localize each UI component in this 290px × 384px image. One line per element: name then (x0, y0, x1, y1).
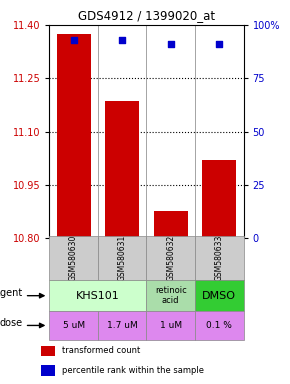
Text: GSM580632: GSM580632 (166, 235, 175, 281)
Bar (41, 365, 55, 376)
Text: DMSO: DMSO (202, 291, 236, 301)
Text: GSM580630: GSM580630 (69, 235, 78, 281)
Text: transformed count: transformed count (61, 346, 140, 356)
Text: percentile rank within the sample: percentile rank within the sample (61, 366, 204, 375)
Bar (41, 346, 55, 356)
Text: retinoic
acid: retinoic acid (155, 286, 186, 305)
Text: agent: agent (0, 288, 22, 298)
Point (120, 37, 124, 43)
Text: GSM580631: GSM580631 (118, 235, 127, 281)
Point (71, 37, 76, 43)
Point (168, 41, 173, 47)
Text: GSM580633: GSM580633 (215, 235, 224, 281)
Point (217, 41, 222, 47)
Text: KHS101: KHS101 (76, 291, 120, 301)
Text: dose: dose (0, 318, 22, 328)
Title: GDS4912 / 1399020_at: GDS4912 / 1399020_at (78, 9, 215, 22)
Text: 0.1 %: 0.1 % (206, 321, 232, 330)
Bar (105, 101, 139, 238)
Bar (202, 160, 236, 238)
Bar (57, 34, 90, 238)
Bar (154, 212, 188, 238)
Text: 1 uM: 1 uM (160, 321, 182, 330)
Text: 1.7 uM: 1.7 uM (107, 321, 137, 330)
Text: 5 uM: 5 uM (63, 321, 85, 330)
